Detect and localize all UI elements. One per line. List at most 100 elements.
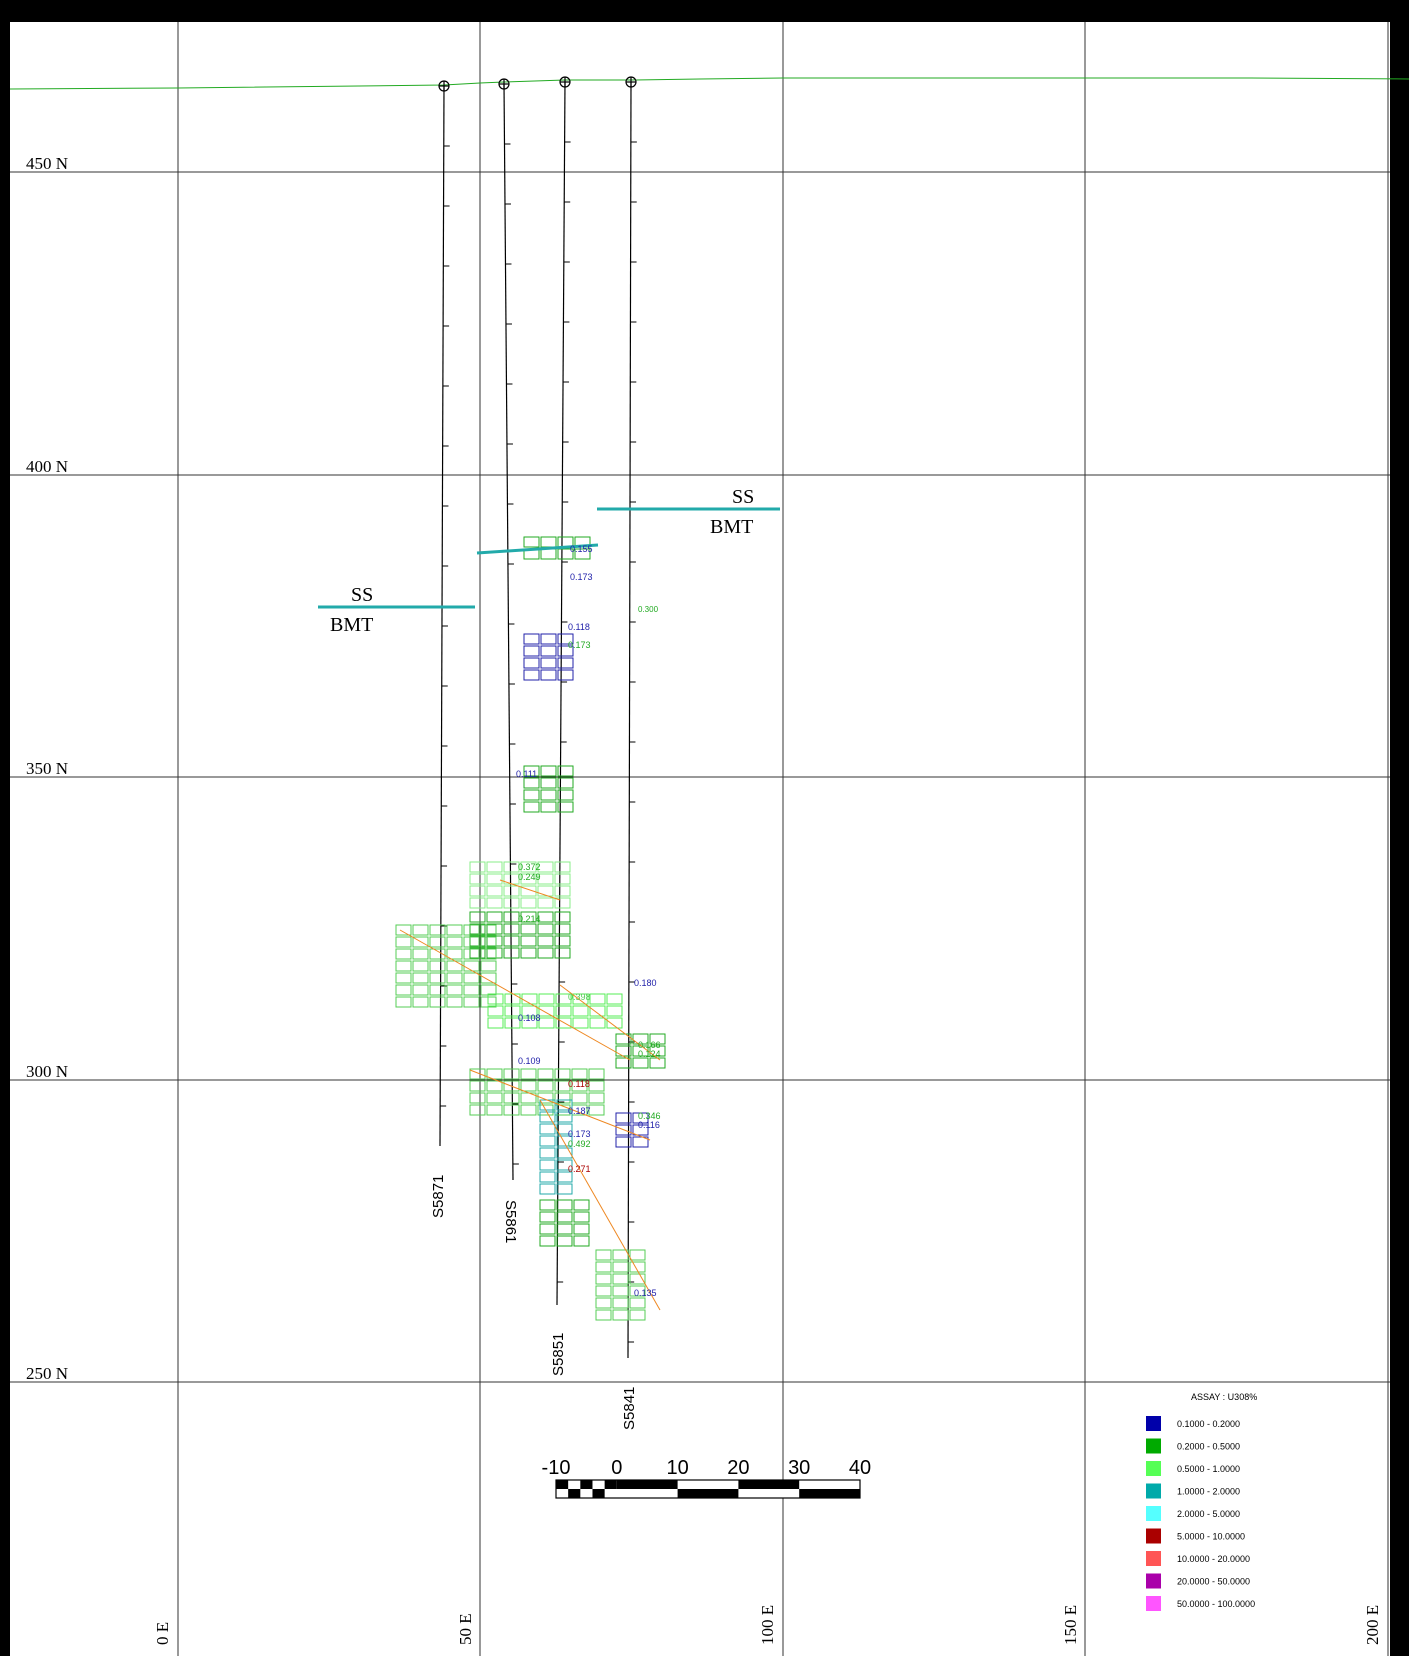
assay-interval-box <box>557 669 574 681</box>
hole-name: S5851 <box>550 1333 567 1376</box>
drillhole-s5851 <box>556 76 571 1306</box>
northing-label: 450 N <box>26 154 68 173</box>
assay-interval-box <box>556 1235 573 1247</box>
assay-interval-box <box>573 1199 590 1211</box>
legend-swatch <box>1146 1438 1161 1454</box>
assay-interval-box <box>649 1033 666 1045</box>
assay-interval-box <box>469 923 486 935</box>
assay-label: 0.372 <box>518 862 541 872</box>
assay-interval-box <box>429 972 446 984</box>
legend-swatch <box>1146 1528 1161 1544</box>
assay-interval-box <box>412 924 429 936</box>
assay-interval-box <box>556 1199 573 1211</box>
assay-interval-box <box>395 948 412 960</box>
assay-interval-box <box>554 923 571 935</box>
assay-interval-box <box>537 861 554 873</box>
correlation-line <box>399 929 631 1061</box>
grid <box>10 22 1390 1656</box>
assay-label: 0.271 <box>568 1164 591 1174</box>
assay-interval-box <box>539 1223 556 1235</box>
northing-label: 400 N <box>26 457 68 476</box>
assay-interval-box <box>480 960 497 972</box>
assay-interval-box <box>554 861 571 873</box>
assay-interval-box <box>520 885 537 897</box>
assay-interval-box <box>573 1223 590 1235</box>
assay-legend: ASSAY : U308% 0.1000 - 0.2000 0.2000 - 0.… <box>1146 1392 1257 1611</box>
assay-interval-box <box>480 972 497 984</box>
assay-interval-box <box>503 1104 520 1116</box>
assay-label: 0.135 <box>634 1288 657 1298</box>
assay-interval-box <box>554 947 571 959</box>
assay-interval-box <box>412 972 429 984</box>
assay-interval-box <box>486 1104 503 1116</box>
assay-interval-box <box>429 984 446 996</box>
assay-interval-box <box>572 993 589 1005</box>
legend-swatch <box>1146 1596 1161 1611</box>
assay-label: 0.124 <box>638 1049 661 1059</box>
legend-swatch <box>1146 1506 1161 1521</box>
assay-interval-box <box>503 1080 520 1092</box>
assay-interval-box <box>395 960 412 972</box>
assay-interval-box <box>486 873 503 885</box>
assay-interval-box <box>557 789 574 801</box>
assay-interval-box <box>487 1005 504 1017</box>
assay-interval-box <box>446 972 463 984</box>
assay-interval-box <box>539 1211 556 1223</box>
assay-interval-box <box>615 1057 632 1069</box>
assay-interval-box <box>520 897 537 909</box>
assay-interval-box <box>523 657 540 669</box>
assay-interval-box <box>612 1273 629 1285</box>
assay-interval-box <box>588 1068 605 1080</box>
easting-label: 0 E <box>153 1622 172 1645</box>
assay-interval-box <box>595 1309 612 1321</box>
assay-interval-box <box>412 960 429 972</box>
assay-interval-box <box>429 996 446 1008</box>
scale-tick-label: 10 <box>666 1457 688 1479</box>
assay-interval-box <box>469 873 486 885</box>
assay-interval-box <box>539 1171 556 1183</box>
assay-interval-box <box>540 645 557 657</box>
assay-interval-box <box>573 1235 590 1247</box>
correlation-line <box>499 879 561 901</box>
easting-label: 100 E <box>758 1605 777 1645</box>
assay-label: 0.118 <box>568 1079 590 1089</box>
legend-range-label: 20.0000 - 50.0000 <box>1177 1577 1250 1587</box>
scale-segment <box>799 1489 860 1498</box>
assay-interval-box <box>395 996 412 1008</box>
assay-interval-box <box>556 1111 573 1123</box>
assay-interval-box <box>486 1080 503 1092</box>
assay-interval-box <box>463 972 480 984</box>
assay-label: 0.300 <box>638 605 659 614</box>
scale-tick-label: 20 <box>727 1457 749 1479</box>
assay-interval-box <box>520 947 537 959</box>
legend-title: ASSAY : U308% <box>1191 1392 1257 1402</box>
assay-interval-box <box>539 1199 556 1211</box>
assay-interval-box <box>571 1092 588 1104</box>
assay-interval-box <box>557 765 574 777</box>
drillhole-s5871 <box>438 80 450 1147</box>
assay-interval-box <box>469 1104 486 1116</box>
assay-interval-box <box>503 1092 520 1104</box>
assay-interval-box <box>469 1080 486 1092</box>
assay-interval-box <box>537 885 554 897</box>
assay-interval-box <box>554 1080 571 1092</box>
assay-interval-box <box>537 1092 554 1104</box>
contact-upper-label: SS <box>732 486 754 508</box>
assay-interval-box <box>588 1080 605 1092</box>
legend-range-label: 0.1000 - 0.2000 <box>1177 1419 1240 1429</box>
assay-interval-box <box>537 873 554 885</box>
topography-line <box>9 77 1409 90</box>
assay-interval-box <box>446 936 463 948</box>
assay-interval-box <box>556 1211 573 1223</box>
assay-interval-box <box>523 777 540 789</box>
assay-interval-box <box>520 923 537 935</box>
assay-interval-box <box>395 924 412 936</box>
assay-interval-box <box>523 765 540 777</box>
assay-interval-box <box>486 923 503 935</box>
assay-interval-box <box>537 897 554 909</box>
assay-interval-box <box>556 1147 573 1159</box>
assay-interval-box <box>446 924 463 936</box>
assay-interval-box <box>463 996 480 1008</box>
legend-range-label: 10.0000 - 20.0000 <box>1177 1554 1250 1564</box>
legend-range-label: 2.0000 - 5.0000 <box>1177 1509 1240 1519</box>
